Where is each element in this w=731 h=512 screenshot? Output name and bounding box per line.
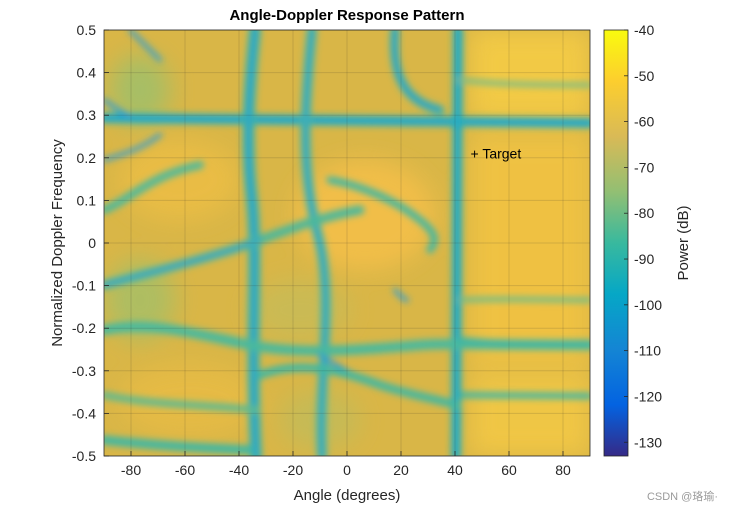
colorbar-tick-label: -100 <box>634 297 662 313</box>
y-tick-label: 0.2 <box>77 150 97 166</box>
colorbar-tick-label: -130 <box>634 434 662 450</box>
colorbar-tick-label: -90 <box>634 251 654 267</box>
x-tick-label: 40 <box>447 462 463 478</box>
heatmap-image <box>104 30 590 456</box>
colorbar-ticks: -40 -50 -60 -70 -80 -90 -100 -110 -120 -130 <box>624 22 662 450</box>
y-axis-label: Normalized Doppler Frequency <box>49 139 66 347</box>
x-tick-label: -40 <box>229 462 249 478</box>
y-tick-label: -0.1 <box>72 278 96 294</box>
y-axis-ticks: -0.5 -0.4 -0.3 -0.2 -0.1 0 0.1 0.2 0.3 0.4 0.5 <box>72 22 109 464</box>
x-tick-label: -80 <box>121 462 141 478</box>
x-tick-label: 0 <box>343 462 351 478</box>
colorbar-tick-label: -80 <box>634 205 654 221</box>
colorbar-label: Power (dB) <box>675 205 692 280</box>
colorbar-tick-label: -60 <box>634 114 654 130</box>
x-tick-label: 20 <box>393 462 409 478</box>
colorbar <box>604 30 628 456</box>
x-tick-label: 80 <box>555 462 571 478</box>
chart-title: Angle-Doppler Response Pattern <box>229 7 464 24</box>
x-axis-label: Angle (degrees) <box>294 487 401 504</box>
y-tick-label: -0.5 <box>72 448 96 464</box>
y-tick-label: 0.1 <box>77 192 97 208</box>
y-tick-label: -0.2 <box>72 320 96 336</box>
watermark: CSDN @珞瑜· <box>647 489 718 503</box>
x-axis-ticks: -80 -60 -40 -20 0 20 40 60 80 <box>121 451 571 478</box>
y-tick-label: 0.3 <box>77 107 97 123</box>
colorbar-tick-label: -110 <box>634 343 661 359</box>
colorbar-tick-label: -120 <box>634 388 662 404</box>
y-tick-label: 0.4 <box>77 65 97 81</box>
target-annotation: + Target <box>471 146 522 162</box>
y-tick-label: -0.4 <box>72 405 96 421</box>
colorbar-frame <box>603 29 629 457</box>
y-tick-label: 0.5 <box>77 22 97 38</box>
x-tick-label: -60 <box>175 462 195 478</box>
y-tick-label: -0.3 <box>72 363 96 379</box>
colorbar-tick-label: -40 <box>634 22 654 38</box>
colorbar-tick-label: -70 <box>634 159 654 175</box>
x-tick-label: -20 <box>283 462 303 478</box>
x-tick-label: 60 <box>501 462 517 478</box>
y-tick-label: 0 <box>88 235 96 251</box>
colorbar-tick-label: -50 <box>634 68 654 84</box>
